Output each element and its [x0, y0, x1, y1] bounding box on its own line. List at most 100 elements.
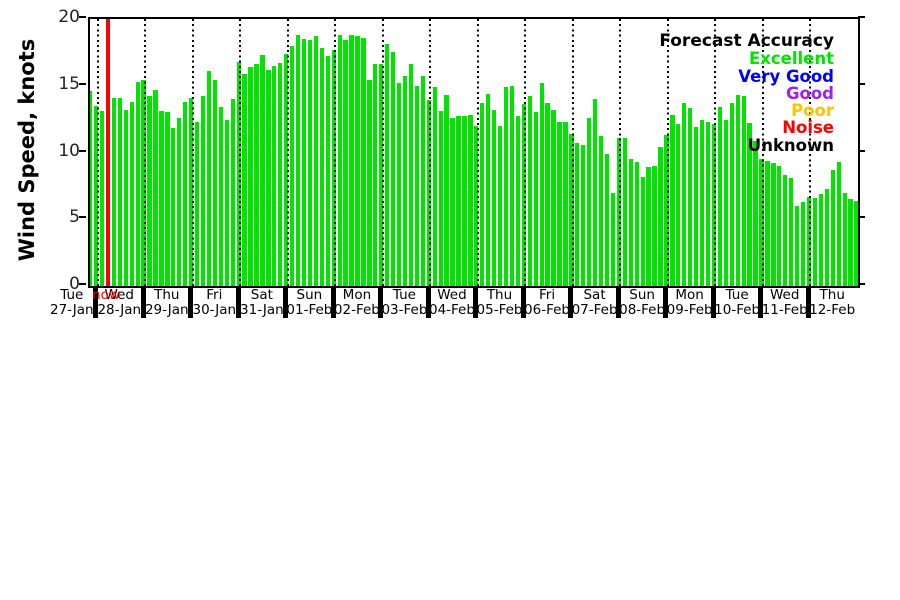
x-date-label: 09-Feb	[666, 301, 713, 318]
forecast-bar	[527, 96, 532, 286]
x-date-label: 12-Feb	[809, 301, 856, 318]
forecast-bar	[598, 136, 604, 286]
forecast-bar	[153, 89, 158, 286]
forecast-bar	[711, 124, 717, 286]
forecast-bar	[717, 107, 723, 286]
forecast-bar	[284, 53, 289, 286]
forecast-bar	[171, 128, 176, 286]
y-tick-mark	[79, 16, 86, 18]
forecast-bar	[248, 67, 253, 286]
forecast-bar	[563, 121, 568, 286]
forecast-bar	[723, 120, 728, 286]
forecast-bar	[272, 65, 277, 286]
x-date-label: 27-Jan	[49, 301, 94, 318]
forecast-bar	[854, 200, 858, 286]
forecast-bar	[557, 121, 562, 286]
y-tick-label: 15	[58, 73, 80, 94]
y-tick-label: 5	[69, 207, 80, 228]
forecast-bar	[771, 163, 776, 286]
forecast-bar	[135, 81, 140, 286]
forecast-bar	[307, 40, 313, 286]
forecast-bar	[396, 83, 402, 286]
forecast-bar	[593, 99, 598, 286]
x-day-boundary-tick	[235, 286, 241, 318]
forecast-bar	[824, 188, 829, 286]
forecast-bar	[391, 52, 396, 286]
y-tick-label: 0	[69, 274, 80, 294]
day-boundary-gridline	[381, 19, 384, 286]
y-tick-mark	[858, 283, 865, 285]
x-day-label: Tue	[392, 287, 416, 303]
y-tick-label: 10	[58, 140, 80, 161]
forecast-bar	[658, 147, 663, 286]
forecast-bar	[325, 56, 330, 286]
legend-title: Forecast Accuracy	[659, 31, 834, 51]
forecast-bar	[800, 201, 806, 286]
x-day-boundary-tick	[188, 286, 194, 318]
forecast-bar	[301, 39, 307, 286]
x-day-label: Wed	[769, 287, 800, 303]
forecast-bar	[664, 135, 669, 286]
forecast-bar	[367, 80, 372, 286]
forecast-bar	[254, 64, 259, 286]
forecast-bar	[610, 192, 616, 286]
x-date-label: 07-Feb	[571, 301, 618, 318]
forecast-bar	[575, 143, 580, 286]
forecast-bar	[450, 117, 455, 286]
forecast-bar	[741, 96, 746, 286]
forecast-bar	[551, 109, 556, 286]
forecast-bar	[242, 73, 247, 286]
y-axis-label: Wind Speed, knots	[15, 38, 39, 262]
forecast-bar	[497, 125, 503, 286]
day-boundary-gridline	[96, 19, 99, 286]
y-tick-label: 20	[58, 7, 80, 27]
forecast-bar	[361, 37, 366, 286]
forecast-bar	[515, 116, 521, 286]
forecast-bar	[313, 36, 319, 286]
forecast-bar	[278, 63, 283, 286]
forecast-bar	[735, 95, 740, 286]
forecast-bar	[194, 121, 200, 286]
forecast-bar	[260, 55, 265, 286]
forecast-bar	[486, 93, 491, 286]
legend-entry-very-good: Very Good	[738, 66, 834, 86]
forecast-bar	[729, 103, 734, 286]
forecast-bar	[379, 64, 384, 286]
x-day-boundary-tick	[140, 286, 146, 318]
day-boundary-gridline	[666, 19, 669, 286]
x-day-boundary-tick	[283, 286, 289, 318]
x-date-label: 10-Feb	[714, 301, 761, 318]
day-boundary-gridline	[524, 19, 527, 286]
x-day-label: Sun	[296, 287, 323, 303]
x-day-label: Wed	[437, 287, 467, 303]
forecast-bar	[123, 109, 128, 286]
forecast-bar	[492, 109, 497, 286]
forecast-bar	[783, 175, 788, 286]
forecast-bar	[99, 111, 105, 286]
forecast-bar	[694, 127, 699, 286]
forecast-bar	[616, 137, 622, 286]
forecast-bar	[218, 107, 223, 286]
forecast-bar	[290, 45, 295, 286]
forecast-bar	[141, 80, 146, 286]
forecast-bar	[652, 165, 657, 286]
forecast-bar	[337, 35, 342, 286]
day-boundary-gridline	[476, 19, 479, 286]
legend-entry-noise: Noise	[782, 118, 834, 138]
forecast-bar	[236, 61, 241, 286]
day-boundary-gridline	[334, 19, 337, 286]
forecast-bar	[474, 125, 479, 286]
x-day-boundary-tick	[425, 286, 431, 318]
forecast-bar	[676, 124, 681, 286]
y-tick-mark	[79, 283, 86, 285]
forecast-bar	[699, 120, 705, 286]
forecast-bar	[521, 104, 526, 286]
plot-area: Forecast Accuracy Excellent Very Good Good…	[88, 17, 860, 288]
forecast-bar	[634, 161, 639, 286]
forecast-bar	[759, 159, 764, 286]
forecast-bar	[747, 123, 752, 286]
x-date-label: 28-Jan	[97, 301, 142, 318]
x-date-label: 30-Jan	[192, 301, 237, 318]
forecast-bar	[765, 160, 770, 286]
y-tick-mark	[79, 149, 86, 152]
